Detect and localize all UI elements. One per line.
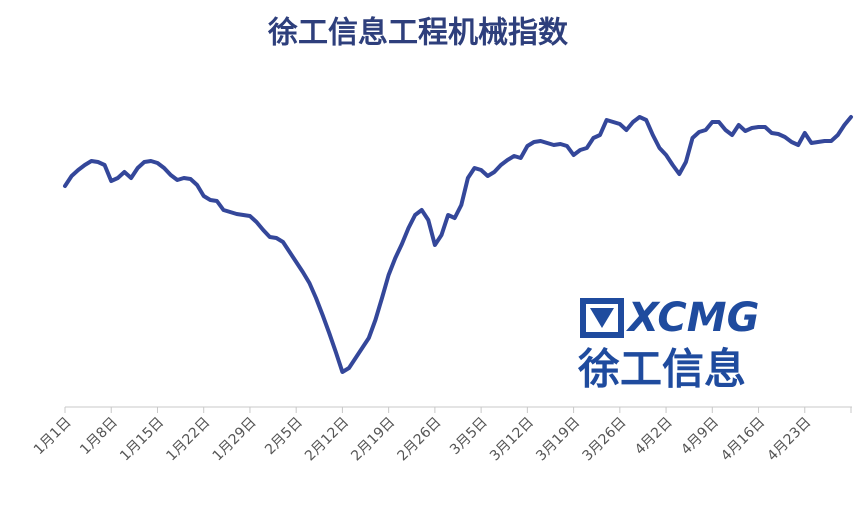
x-tick-label: 1月29日 <box>210 414 260 464</box>
logo: XCMG 徐工信息 <box>577 295 759 394</box>
x-tick-label: 2月19日 <box>348 414 398 464</box>
x-tick-label: 3月5日 <box>447 414 491 458</box>
data-line <box>63 115 853 374</box>
x-tick-label: 2月26日 <box>395 414 445 464</box>
logo-brand: XCMG <box>625 295 759 341</box>
x-tick-label: 1月15日 <box>117 414 167 464</box>
x-tick-label: 4月23日 <box>764 414 814 464</box>
x-tick-label: 2月5日 <box>262 414 306 458</box>
x-tick-label: 1月22日 <box>163 414 213 464</box>
x-tick-label: 3月26日 <box>579 414 629 464</box>
x-tick-label: 4月2日 <box>632 414 676 458</box>
logo-icon <box>590 308 614 328</box>
logo-name: 徐工信息 <box>577 345 746 394</box>
x-tick-label: 4月16日 <box>718 414 768 464</box>
chart-title: 徐工信息工程机械指数 <box>267 16 569 51</box>
x-tick-label: 1月8日 <box>77 414 121 458</box>
x-tick-label: 1月1日 <box>31 414 75 458</box>
x-tick-label: 3月12日 <box>487 414 537 464</box>
x-tick-label: 2月12日 <box>302 414 352 464</box>
x-tick-label: 3月19日 <box>533 414 583 464</box>
x-tick-label: 4月9日 <box>678 414 722 458</box>
